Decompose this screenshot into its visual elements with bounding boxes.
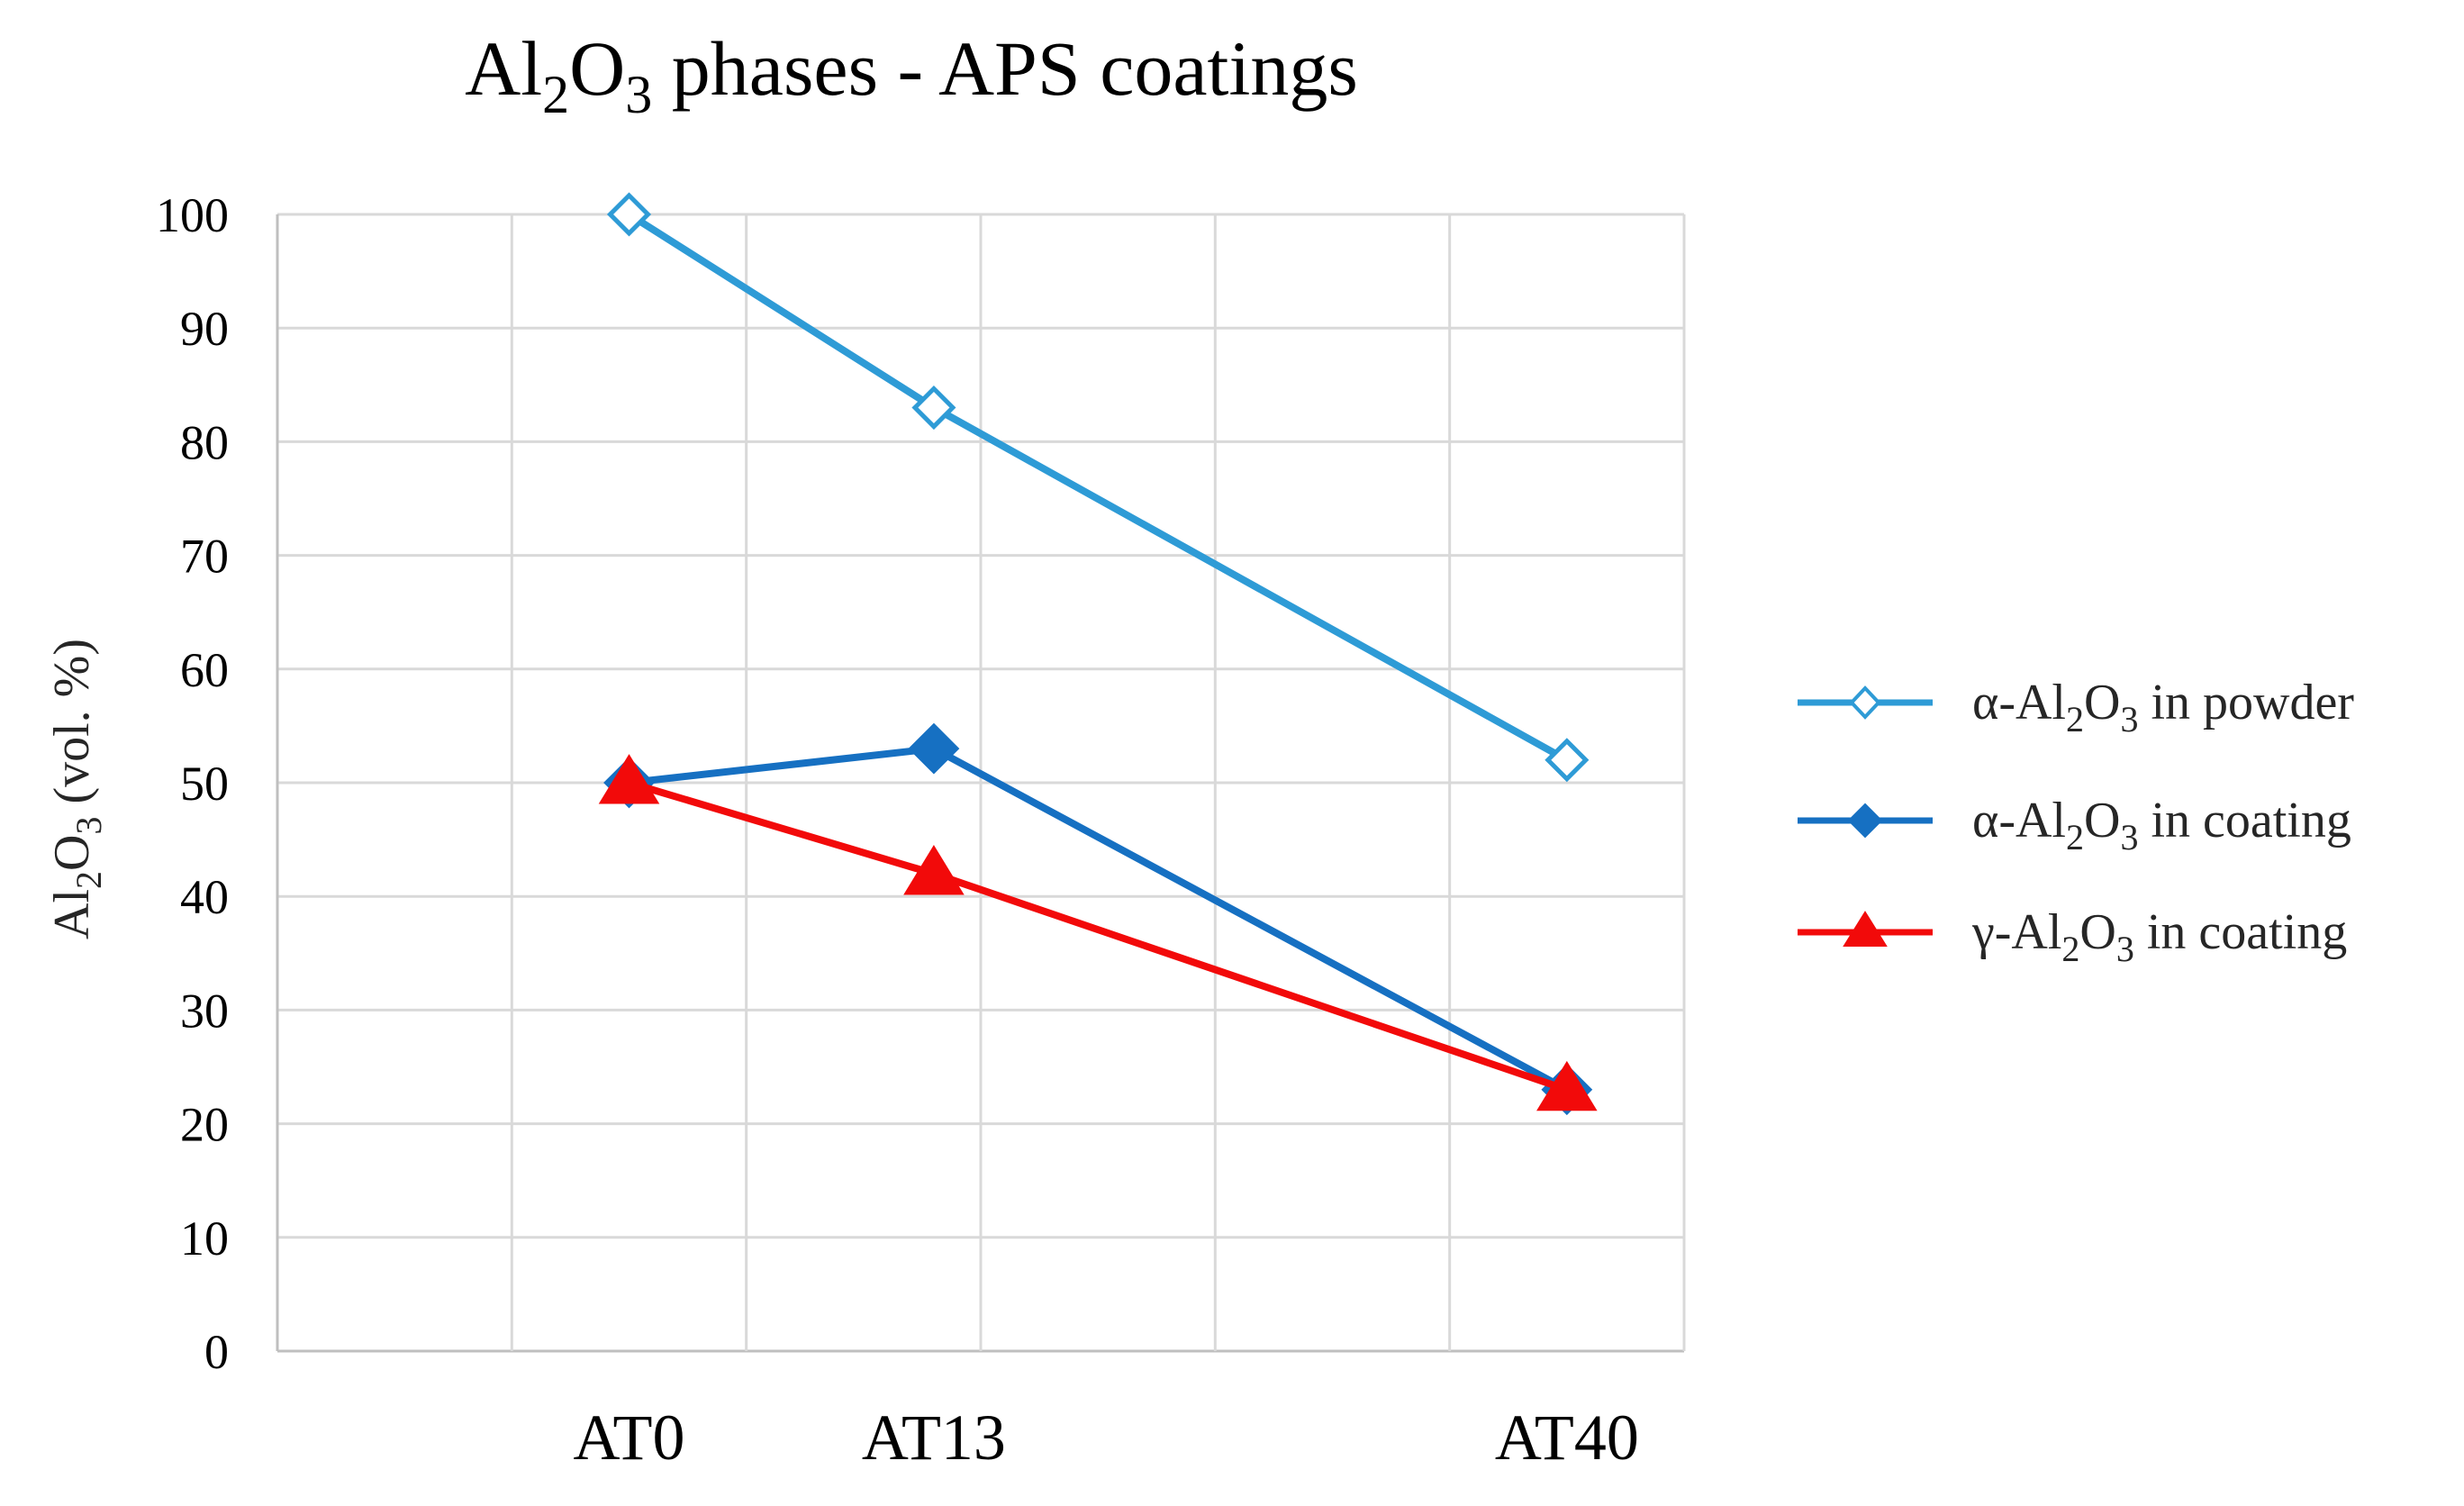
y-tick-label: 100 — [156, 188, 229, 242]
legend-rest: in coating — [2134, 904, 2347, 960]
ylabel-o: O — [44, 835, 100, 871]
y-tick-labels: 0 10 20 30 40 50 60 70 80 90 100 — [156, 188, 229, 1379]
data-series — [598, 192, 1598, 1116]
y-tick-label: 10 — [180, 1211, 229, 1266]
legend-label: α-Al2O3 in powder — [1972, 675, 2354, 739]
data-point-marker — [1545, 738, 1590, 783]
gridlines — [276, 213, 1686, 1353]
legend-rest: in coating — [2138, 793, 2351, 848]
y-tick-label: 80 — [180, 415, 229, 469]
legend-prefix: α-Al — [1972, 675, 2066, 730]
series-0 — [606, 192, 1590, 783]
legend: α-Al2O3 in powder α-Al2O3 in coating γ-A… — [1798, 675, 2354, 969]
legend-sub-3: 3 — [2116, 929, 2134, 969]
legend-prefix: γ-Al — [1971, 904, 2061, 960]
legend-marker-open-diamond — [1849, 685, 1881, 720]
y-tick-label: 70 — [180, 530, 229, 584]
data-point-marker — [606, 192, 652, 237]
title-sub-2: 2 — [542, 65, 569, 124]
x-tick-label: AT40 — [1495, 1402, 1639, 1474]
plot-area: 0 10 20 30 40 50 60 70 80 90 100 AT0 AT13 AT40 — [156, 188, 1686, 1474]
title-sub-3: 3 — [625, 65, 652, 124]
legend-sub-2: 2 — [2066, 817, 2084, 857]
legend-item-gamma-coating: γ-Al2O3 in coating — [1798, 904, 2347, 969]
y-tick-label: 20 — [180, 1098, 229, 1152]
legend-o: O — [2084, 675, 2120, 730]
x-tick-label: AT13 — [862, 1402, 1006, 1474]
legend-marker-filled-triangle — [1843, 911, 1888, 947]
y-axis-label: Al2O3 (vol. %) — [44, 639, 109, 939]
legend-sub-2: 2 — [2066, 699, 2084, 739]
legend-marker-filled-diamond — [1847, 803, 1883, 839]
ylabel-rest: (vol. %) — [44, 639, 100, 817]
legend-sub-2: 2 — [2061, 929, 2079, 969]
chart-title: Al2O3 phases - APS coatings — [465, 25, 1358, 124]
x-tick-label: AT0 — [574, 1402, 685, 1474]
title-o: O — [569, 25, 625, 112]
data-point-marker — [903, 845, 965, 895]
data-point-marker — [1536, 1060, 1598, 1111]
legend-rest: in powder — [2138, 675, 2354, 730]
legend-o: O — [2079, 904, 2115, 960]
y-tick-label: 50 — [180, 757, 229, 811]
y-tick-label: 0 — [204, 1325, 229, 1379]
legend-sub-3: 3 — [2120, 699, 2138, 739]
legend-prefix: α-Al — [1972, 793, 2066, 848]
data-point-marker — [908, 722, 960, 775]
legend-item-alpha-powder: α-Al2O3 in powder — [1798, 675, 2354, 739]
title-al: Al — [465, 25, 542, 112]
data-point-marker — [911, 386, 956, 431]
y-tick-label: 30 — [180, 984, 229, 1038]
title-rest: phases - APS coatings — [652, 25, 1358, 112]
y-tick-label: 90 — [180, 302, 229, 356]
legend-label: α-Al2O3 in coating — [1972, 793, 2351, 857]
legend-o: O — [2084, 793, 2120, 848]
series-2 — [598, 754, 1598, 1111]
ylabel-al: Al — [44, 889, 100, 939]
legend-sub-3: 3 — [2120, 817, 2138, 857]
y-tick-label: 40 — [180, 870, 229, 924]
ylabel-sub-2: 2 — [68, 871, 109, 889]
ylabel-sub-3: 3 — [68, 817, 109, 835]
legend-label: γ-Al2O3 in coating — [1971, 904, 2347, 969]
y-tick-label: 60 — [180, 643, 229, 697]
legend-item-alpha-coating: α-Al2O3 in coating — [1798, 793, 2351, 857]
data-point-marker — [598, 754, 660, 804]
x-tick-labels: AT0 AT13 AT40 — [574, 1402, 1639, 1474]
